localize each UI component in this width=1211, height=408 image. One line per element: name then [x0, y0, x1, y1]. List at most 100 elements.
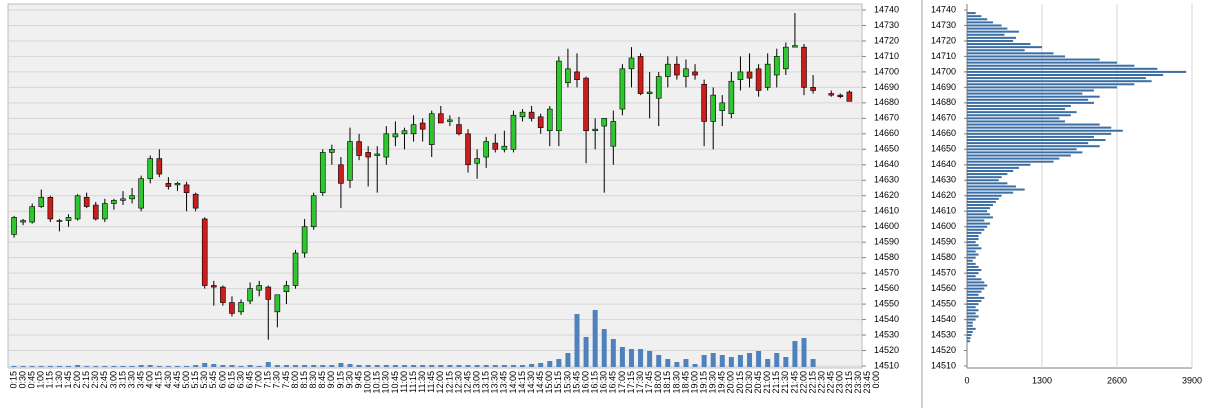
x-tick-label: 22:45: [826, 371, 836, 394]
x-tick-label: 2:45: [99, 371, 109, 389]
candle-body: [401, 130, 408, 135]
x-tick-label: 7:15: [263, 371, 273, 389]
candle-body: [201, 218, 208, 286]
candle-body: [256, 285, 263, 291]
volume-bar: [583, 337, 589, 367]
x-tick-label: 11:15: [408, 371, 418, 393]
candle-body: [102, 203, 108, 220]
profile-bar: [967, 204, 993, 207]
y-tick-label: 14630: [931, 175, 956, 185]
profile-bar: [967, 262, 976, 265]
profile-bar: [967, 74, 1164, 77]
x-tick-label: 4:00: [145, 371, 155, 389]
volume-bar: [256, 366, 262, 367]
x-tick-label: 7:45: [281, 371, 291, 389]
candle-body: [746, 71, 753, 79]
x-tick-label: 12:00: [435, 371, 445, 394]
volume-bar: [665, 359, 671, 367]
volume-bar: [783, 357, 789, 367]
candle-body: [483, 141, 490, 158]
x-tick-label: 23:15: [844, 371, 854, 394]
volume-bar: [465, 365, 471, 367]
candle-body: [410, 124, 417, 135]
profile-bar: [967, 281, 985, 284]
volume-bar: [93, 366, 99, 367]
y-tick-label: 14580: [874, 252, 899, 262]
volume-bar: [392, 365, 398, 367]
y-tick-label: 14620: [931, 190, 956, 200]
volume-bar: [220, 365, 226, 367]
profile-bar: [967, 287, 985, 290]
profile-bar: [967, 278, 982, 281]
profile-bar: [967, 64, 1135, 67]
candle-body: [147, 158, 154, 180]
profile-bar: [967, 250, 976, 253]
y-tick-label: 14650: [874, 144, 899, 154]
candle-body: [755, 68, 762, 91]
candle-body: [274, 294, 281, 313]
x-tick-label: 18:30: [671, 371, 681, 394]
x-tick-label: 15:45: [571, 371, 581, 394]
volume-bar: [38, 366, 44, 367]
candle-body: [220, 286, 226, 303]
x-tick-label: 19:15: [698, 371, 708, 394]
profile-bar: [967, 219, 985, 222]
y-tick-label: 14630: [874, 175, 899, 185]
x-tick-label: 21:30: [780, 371, 790, 394]
profile-bar: [967, 188, 1025, 191]
profile-bar: [967, 194, 1002, 197]
y-tick-label: 14730: [874, 20, 899, 30]
profile-bar: [967, 200, 996, 203]
y-tick-label: 14730: [931, 20, 956, 30]
x-tick-label: 19:45: [717, 371, 727, 394]
volume-bar: [193, 365, 199, 367]
x-tick-label: 5:45: [208, 371, 218, 389]
profile-bar: [967, 154, 1071, 157]
volume-bar: [547, 361, 553, 367]
y-tick-label: 14600: [874, 221, 899, 231]
profile-bar: [967, 18, 988, 21]
x-tick-label: 18:00: [653, 371, 663, 394]
volume-bar: [20, 366, 26, 367]
volume-bar: [737, 355, 743, 367]
volume-bar: [774, 353, 780, 367]
profile-bar: [967, 225, 988, 228]
candle-body: [592, 128, 598, 132]
y-tick-label: 14570: [931, 268, 956, 278]
y-tick-label: 14550: [931, 298, 956, 308]
volume-bar: [174, 366, 180, 367]
profile-bar: [967, 191, 1014, 194]
profile-bar: [967, 299, 982, 302]
x-tick-label: 3:45: [136, 371, 146, 389]
y-tick-label: 14710: [874, 51, 899, 61]
profile-bar: [967, 120, 1066, 123]
profile-bar: [967, 101, 1094, 104]
volume-bar: [265, 362, 271, 367]
candle-body: [47, 196, 54, 220]
x-tick-label: 4:30: [163, 371, 173, 389]
x-tick-label: 20:30: [744, 371, 754, 394]
profile-bar: [967, 259, 973, 262]
profile-bar: [967, 272, 979, 275]
candle-body: [111, 200, 117, 204]
x-tick-label: 10:15: [372, 371, 382, 394]
candle-body: [556, 60, 562, 132]
candle-body: [365, 152, 371, 158]
profile-bar: [967, 160, 1054, 163]
profile-bar: [967, 70, 1187, 73]
profile-bar: [967, 303, 979, 306]
volume-bar: [302, 365, 308, 367]
x-tick-label: 17:45: [644, 371, 654, 394]
profile-bar: [967, 337, 971, 340]
profile-bar: [967, 315, 979, 318]
candle-body: [29, 206, 36, 223]
profile-bar: [967, 210, 988, 213]
x-tick-label: 6:45: [244, 371, 254, 389]
y-tick-label: 14740: [931, 4, 956, 14]
x-tick-label: 0:00: [871, 371, 881, 389]
x-tick-label: 11:45: [426, 371, 436, 393]
candle-body: [655, 76, 662, 99]
x-tick-label: 14:15: [517, 371, 527, 394]
y-tick-label: 14690: [931, 82, 956, 92]
